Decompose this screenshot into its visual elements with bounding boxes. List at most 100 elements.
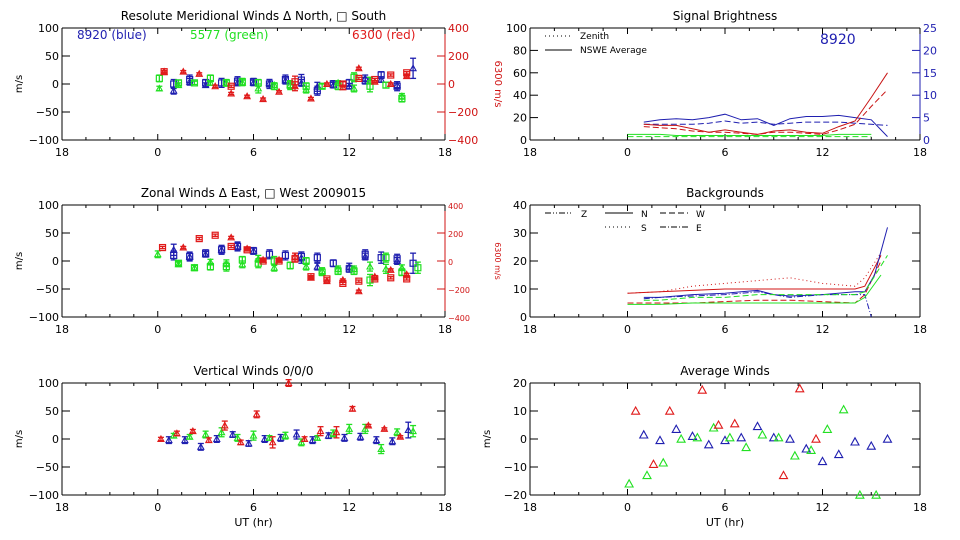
data-point-triangle bbox=[322, 79, 331, 87]
series-line bbox=[627, 255, 882, 294]
x-tick-label: 6 bbox=[250, 501, 257, 514]
data-point-triangle bbox=[233, 242, 242, 250]
series-line bbox=[627, 252, 882, 294]
y2-tick-label: 200 bbox=[448, 50, 469, 63]
data-point-triangle bbox=[244, 439, 253, 447]
x-tick-label: 0 bbox=[624, 146, 631, 159]
data-point-triangle bbox=[169, 86, 178, 94]
y-tick-label: 20 bbox=[513, 377, 527, 390]
data-point-triangle bbox=[692, 432, 703, 442]
data-point-triangle bbox=[302, 262, 311, 270]
data-point-triangle bbox=[850, 436, 860, 446]
data-point-triangle bbox=[393, 80, 402, 89]
data-point-triangle bbox=[402, 72, 411, 80]
data-point-triangle bbox=[220, 421, 229, 429]
y-tick-label: 0 bbox=[520, 433, 527, 446]
data-point-triangle bbox=[281, 431, 290, 439]
data-point-triangle bbox=[757, 429, 768, 439]
data-point-square bbox=[227, 82, 235, 90]
legend-label: W bbox=[696, 210, 705, 220]
data-point-triangle bbox=[871, 489, 882, 499]
data-point-triangle bbox=[322, 277, 331, 285]
legend-label: Z bbox=[581, 210, 587, 220]
data-point-triangle bbox=[350, 264, 358, 272]
data-point-triangle bbox=[259, 255, 268, 263]
data-point-triangle bbox=[316, 427, 325, 435]
data-point-triangle bbox=[302, 85, 311, 93]
data-point-triangle bbox=[345, 424, 354, 432]
data-point-triangle bbox=[338, 275, 347, 283]
chart-title: Vertical Winds 0/0/0 bbox=[194, 364, 314, 378]
data-point-triangle bbox=[789, 450, 800, 460]
y-tick-label: −10 bbox=[504, 461, 527, 474]
data-point-triangle bbox=[259, 94, 268, 103]
y-axis-label: m/s bbox=[14, 75, 25, 93]
annotation-text: 8920 bbox=[820, 32, 856, 48]
y2-tick-label: 0 bbox=[448, 78, 455, 91]
series-5577-n bbox=[627, 274, 882, 305]
x-tick-label: 12 bbox=[816, 501, 830, 514]
y-tick-label: 30 bbox=[513, 227, 527, 240]
data-point-triangle bbox=[300, 434, 309, 442]
series-line bbox=[643, 120, 888, 126]
data-point-triangle bbox=[356, 432, 365, 440]
y-tick-label: 0 bbox=[520, 134, 527, 147]
y-tick-label: −50 bbox=[36, 461, 59, 474]
series-6300-zenith bbox=[643, 89, 888, 135]
data-point-square bbox=[265, 250, 274, 258]
y-tick-label: 10 bbox=[513, 405, 527, 418]
data-point-triangle bbox=[270, 263, 279, 271]
series-5577-w bbox=[643, 255, 888, 301]
y-axis-label: m/s bbox=[14, 430, 25, 448]
series-line bbox=[643, 72, 888, 135]
data-point-triangle bbox=[307, 94, 315, 102]
x-tick-label: 12 bbox=[816, 323, 830, 336]
data-point-triangle bbox=[676, 433, 687, 443]
series-line bbox=[643, 255, 888, 301]
data-point-triangle bbox=[238, 78, 247, 86]
series-5577 bbox=[624, 404, 882, 499]
x-tick-label: 6 bbox=[250, 146, 257, 159]
data-point-triangle bbox=[687, 431, 698, 440]
data-point-triangle bbox=[386, 79, 395, 87]
data-point-triangle bbox=[713, 419, 724, 429]
data-point-triangle bbox=[806, 445, 817, 454]
x-tick-label: 18 bbox=[438, 501, 452, 514]
series-8920 bbox=[169, 241, 417, 274]
data-point-square bbox=[355, 277, 363, 285]
data-point-triangle bbox=[160, 67, 169, 75]
legend-label: E bbox=[696, 224, 702, 234]
data-point-triangle bbox=[664, 405, 675, 415]
data-point-triangle bbox=[340, 433, 349, 441]
data-point-triangle bbox=[338, 83, 347, 91]
data-point-triangle bbox=[882, 433, 893, 443]
legend-text-1: 5577 (green) bbox=[190, 28, 268, 42]
data-point-triangle bbox=[361, 74, 370, 82]
y-axis-label: m/s bbox=[482, 430, 493, 448]
data-point-triangle bbox=[736, 432, 747, 442]
x-tick-label: 12 bbox=[342, 501, 356, 514]
data-point-triangle bbox=[195, 69, 204, 77]
data-point-square bbox=[329, 259, 337, 267]
y-tick-label: 100 bbox=[38, 22, 59, 35]
data-point-triangle bbox=[703, 439, 714, 449]
chart-vertical: Vertical Winds 0/0/0 18 0 6 12 18 UT (hr) 100 50… bbox=[14, 364, 452, 529]
x-tick-label: 6 bbox=[722, 146, 729, 159]
data-point-square bbox=[387, 71, 395, 79]
data-point-triangle bbox=[284, 378, 293, 386]
legend-label: N bbox=[641, 210, 648, 220]
data-point-triangle bbox=[350, 84, 358, 92]
data-point-triangle bbox=[638, 429, 649, 439]
data-point-triangle bbox=[222, 78, 231, 86]
data-point-triangle bbox=[366, 262, 374, 270]
series-line bbox=[643, 227, 888, 298]
x-tick-label: 6 bbox=[722, 323, 729, 336]
data-point-triangle bbox=[833, 449, 844, 459]
x-tick-label: 18 bbox=[913, 146, 927, 159]
y-tick-label: 50 bbox=[45, 227, 59, 240]
data-point-triangle bbox=[238, 260, 247, 268]
data-point-triangle bbox=[380, 424, 389, 432]
y2-axis-label: 6300 m/s bbox=[492, 61, 503, 108]
data-point-triangle bbox=[260, 434, 269, 442]
data-point-triangle bbox=[671, 424, 682, 433]
